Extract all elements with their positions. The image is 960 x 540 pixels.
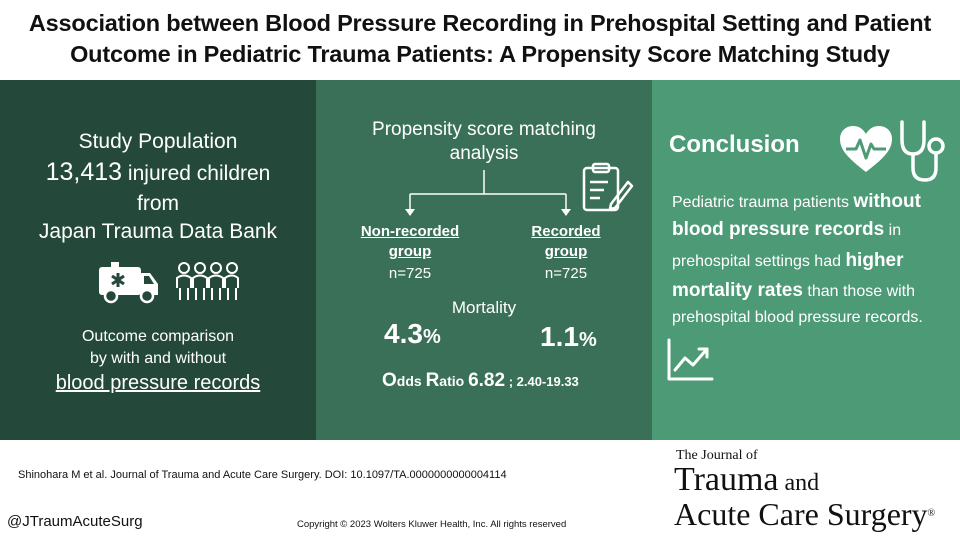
- outcome-line-3: blood pressure records: [55, 372, 261, 394]
- journal-word-trauma: Trauma: [674, 461, 779, 498]
- copyright: Copyright © 2023 Wolters Kluwer Health, …: [297, 519, 567, 530]
- children-group-icon: [176, 262, 239, 300]
- population-count: 13,413: [45, 158, 123, 186]
- group1-n: n=725: [388, 265, 432, 282]
- conclusion-bold-higher: higher: [845, 250, 904, 271]
- group2-mortality-unit: %: [578, 329, 597, 351]
- stethoscope-icon: [900, 120, 945, 182]
- conclusion-bold-bp-records: blood pressure records: [672, 219, 885, 240]
- mortality-label: Mortality: [451, 298, 517, 317]
- conclusion-heading: Conclusion: [669, 131, 800, 158]
- trend-up-icon: [667, 338, 714, 381]
- analysis-heading-line-1: Propensity score matching: [372, 119, 596, 140]
- conclusion-bold-without: without: [853, 191, 921, 212]
- population-source: Japan Trauma Data Bank: [38, 220, 278, 243]
- conclusion-text-1: Pediatric trauma patients: [672, 194, 854, 211]
- or-ci: ; 2.40-19.33: [508, 374, 579, 389]
- population-from: from: [137, 192, 179, 215]
- conclusion-panel: Conclusion Pediatric trauma patients wit…: [652, 80, 960, 440]
- analysis-panel: Propensity score matching analysis Non-r…: [316, 80, 652, 440]
- group1-mortality: 4.3%: [384, 318, 441, 350]
- or-letter-r: R: [425, 370, 440, 391]
- or-value: 6.82: [468, 370, 506, 391]
- journal-word-and: and: [778, 470, 820, 496]
- population-heading: Study Population: [78, 130, 238, 153]
- heart-pulse-icon: [840, 126, 892, 172]
- group1-mortality-unit: %: [422, 326, 441, 348]
- study-population-panel: Study Population 13,413 injured children…: [0, 80, 316, 440]
- group1-name-line-1: Non-recorded: [360, 223, 460, 240]
- conclusion-text-3: prehospital settings had: [672, 253, 846, 270]
- conclusion-line-3: prehospital settings had higher: [672, 250, 904, 272]
- group2-name-line-2: group: [544, 243, 588, 260]
- journal-title-line-2: Acute Care Surgery®: [674, 494, 935, 534]
- population-count-line: 13,413 injured children: [0, 158, 316, 188]
- branch-connector: [405, 170, 571, 216]
- journal-acute-care-surgery: Acute Care Surgery: [674, 496, 928, 532]
- title-line-1: Association between Blood Pressure Recor…: [28, 10, 932, 36]
- journal-the-journal-of: The Journal of: [676, 448, 758, 463]
- conclusion-text-2: in: [884, 222, 902, 239]
- twitter-handle[interactable]: @JTraumAcuteSurg: [7, 513, 143, 530]
- title-line-2: Outcome in Pediatric Trauma Patients: A …: [70, 41, 890, 67]
- group2-mortality: 1.1%: [540, 321, 597, 353]
- group2-mortality-value: 1.1: [540, 321, 579, 352]
- analysis-heading-line-2: analysis: [449, 143, 519, 164]
- group1-name-line-2: group: [388, 243, 432, 260]
- conclusion-text-4: than those with: [802, 283, 916, 300]
- or-text-dds: dds: [396, 373, 426, 389]
- conclusion-bold-mortality: mortality rates: [672, 280, 803, 301]
- conclusion-line-4: mortality rates than those with: [672, 280, 915, 302]
- outcome-line-1: Outcome comparison: [81, 328, 235, 345]
- conclusion-line-2: blood pressure records in: [672, 219, 901, 241]
- or-text-atio: atio: [439, 373, 469, 389]
- group1-mortality-value: 4.3: [384, 318, 423, 349]
- journal-title-line-1: Trauma and: [674, 460, 819, 506]
- conclusion-line-5: prehospital blood pressure records.: [672, 309, 923, 326]
- or-letter-o: O: [382, 370, 397, 391]
- clipboard-icon: [582, 162, 634, 212]
- odds-ratio-line: Odds Ratio 6.82 ; 2.40-19.33: [382, 370, 579, 392]
- conclusion-line-1: Pediatric trauma patients without: [672, 191, 921, 213]
- page-title: Association between Blood Pressure Recor…: [0, 8, 960, 70]
- journal-registered-mark: ®: [927, 508, 936, 519]
- citation: Shinohara M et al. Journal of Trauma and…: [18, 469, 507, 481]
- outcome-line-2: by with and without: [89, 350, 227, 367]
- population-count-suffix: injured children: [122, 162, 271, 185]
- group2-n: n=725: [544, 265, 588, 282]
- group2-name-line-1: Recorded: [531, 223, 601, 240]
- ambulance-icon: [99, 262, 158, 304]
